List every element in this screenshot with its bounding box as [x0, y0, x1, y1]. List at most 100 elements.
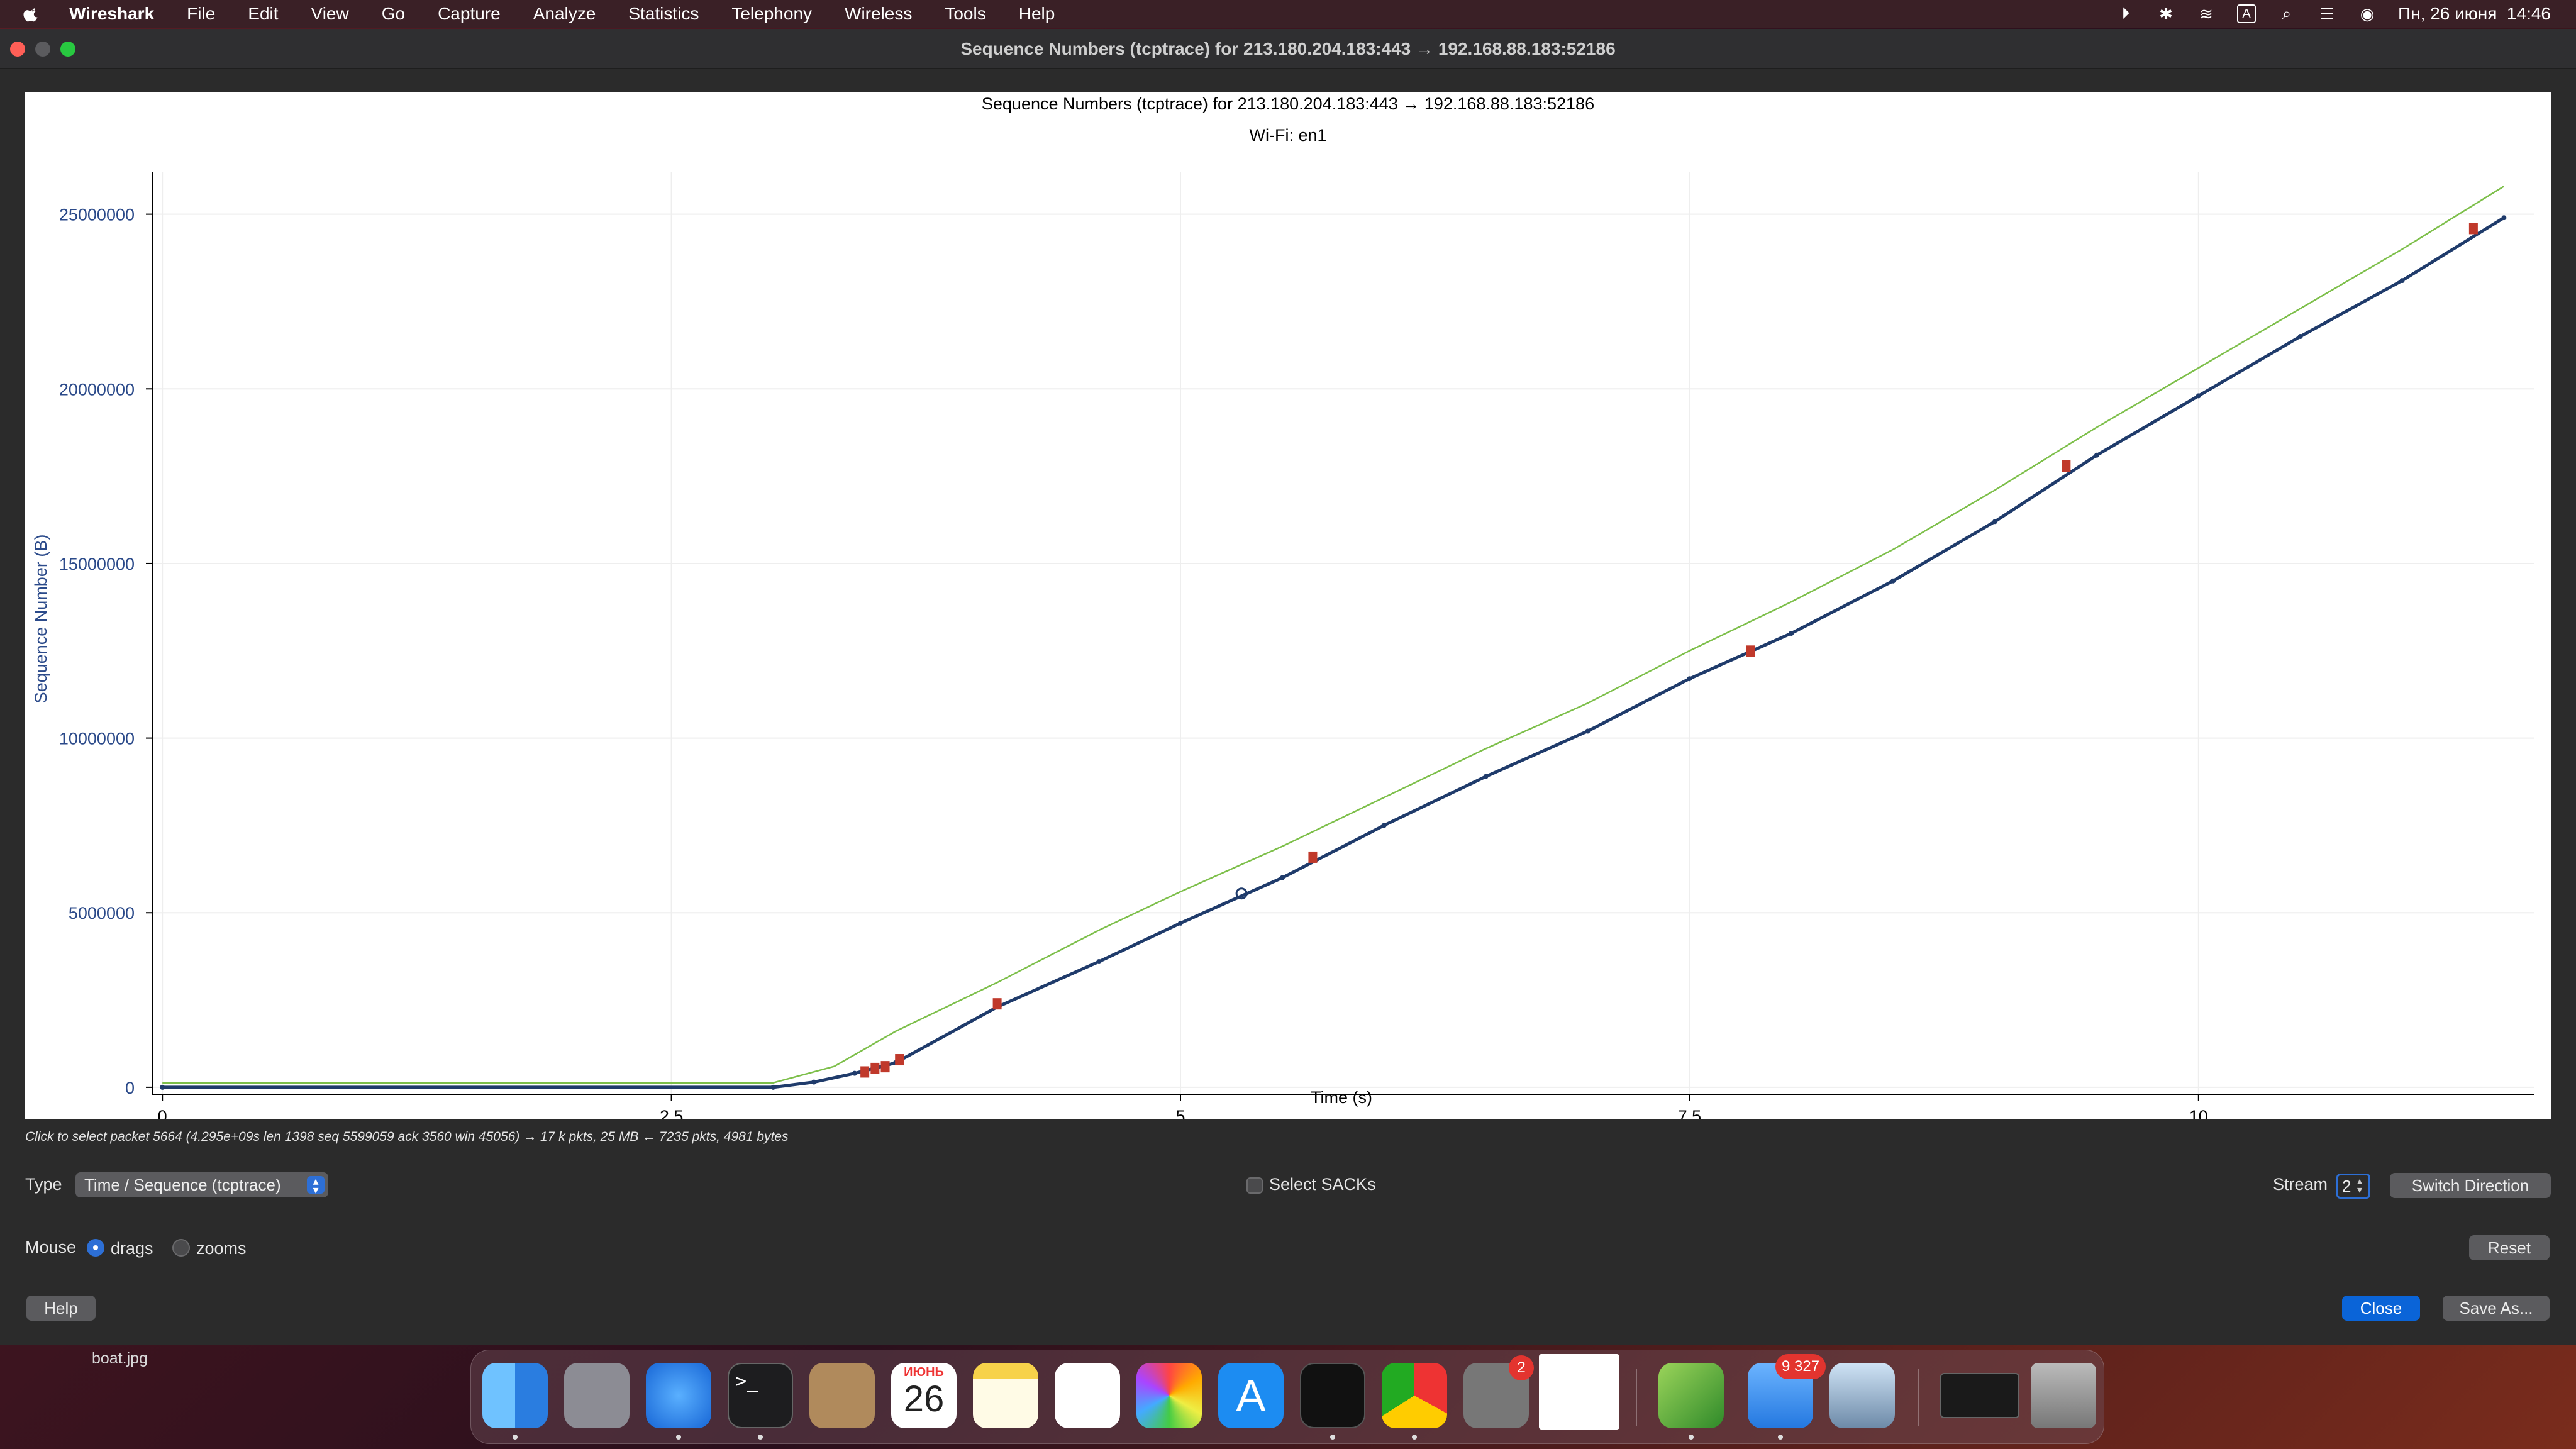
series-layer	[160, 186, 2507, 1090]
finder-icon[interactable]	[482, 1363, 548, 1428]
mail-badge: 9 327	[1775, 1354, 1826, 1379]
retransmission-marker	[870, 1062, 880, 1074]
menu-statistics[interactable]: Statistics	[628, 4, 699, 23]
switch-direction-button[interactable]: Switch Direction	[2390, 1173, 2551, 1198]
sequence-point	[770, 1084, 776, 1090]
desktop-file-label[interactable]: boat.jpg	[92, 1350, 148, 1367]
sequence-graph[interactable]: Sequence Numbers (tcptrace) for 213.180.…	[25, 92, 2551, 1119]
terminal-icon[interactable]: >_	[728, 1363, 793, 1428]
menu-tools[interactable]: Tools	[945, 4, 986, 23]
search-icon[interactable]: ⌕	[2282, 4, 2292, 23]
trash-icon[interactable]	[2031, 1363, 2096, 1428]
menu-go[interactable]: Go	[381, 4, 406, 23]
sequence-point	[1381, 823, 1387, 828]
y-tick-label: 25000000	[59, 206, 135, 225]
x-tick-label: 10	[2189, 1107, 2208, 1119]
y-tick-label: 15000000	[59, 555, 135, 574]
mouse-label: Mouse	[25, 1238, 77, 1257]
menu-analyze[interactable]: Analyze	[533, 4, 596, 23]
wifi-icon[interactable]: ≋	[2199, 4, 2213, 23]
title-bar: Sequence Numbers (tcptrace) for 213.180.…	[0, 29, 2576, 69]
close-window-button[interactable]	[10, 42, 25, 57]
reset-button[interactable]: Reset	[2469, 1235, 2550, 1260]
menu-help[interactable]: Help	[1018, 4, 1055, 23]
stream-spinbox[interactable]: 2	[2336, 1174, 2370, 1199]
menu-app-name[interactable]: Wireshark	[69, 4, 155, 23]
menu-view[interactable]: View	[311, 4, 349, 23]
notes-icon[interactable]	[973, 1363, 1038, 1428]
close-button[interactable]: Close	[2342, 1296, 2420, 1321]
selected-packet-marker	[1235, 887, 1248, 900]
terminal-window-thumbnail[interactable]	[1940, 1373, 2019, 1418]
clock[interactable]: Пн, 26 июня 14:46	[2398, 4, 2551, 23]
wireshark-icon[interactable]	[1658, 1363, 1724, 1428]
preview-icon[interactable]	[1829, 1363, 1895, 1428]
photos-icon[interactable]	[1136, 1363, 1202, 1428]
minimize-window-button[interactable]	[35, 42, 50, 57]
apple-logo-icon[interactable]	[23, 4, 42, 23]
contacts-icon[interactable]	[809, 1363, 875, 1428]
chrome-icon[interactable]	[1382, 1363, 1447, 1428]
help-button[interactable]: Help	[26, 1296, 96, 1321]
y-tick-label: 20000000	[59, 380, 135, 399]
activity-monitor-icon[interactable]	[1300, 1363, 1365, 1428]
sequence-point	[160, 1084, 165, 1090]
retransmission-marker	[2062, 460, 2071, 472]
retransmission-marker	[1308, 851, 1318, 863]
stream-label: Stream	[2273, 1175, 2328, 1194]
spin-arrows-icon[interactable]: ▴ ▾	[2357, 1176, 2363, 1196]
bluetooth-icon[interactable]: ✱	[2159, 4, 2173, 23]
zooms-label: zooms	[196, 1239, 247, 1258]
drags-label: drags	[111, 1239, 153, 1258]
x-axis-label: Time (s)	[1311, 1088, 1372, 1107]
menu-extras: ⏵ ✱ ≋ A ⌕ ☰ ◉ Пн, 26 июня 14:46	[2116, 0, 2551, 28]
menu-file[interactable]: File	[187, 4, 216, 23]
menu-telephony[interactable]: Telephony	[731, 4, 813, 23]
app-store-icon[interactable]: A	[1218, 1363, 1284, 1428]
graph-type-select[interactable]: Time / Sequence (tcptrace) ▴ ▾	[75, 1172, 328, 1197]
x-tick-label: 0	[158, 1107, 167, 1119]
chart-svg[interactable]: Sequence Numbers (tcptrace) for 213.180.…	[25, 92, 2551, 1119]
sequence-point	[2297, 333, 2303, 339]
printer-icon[interactable]	[1539, 1354, 1619, 1430]
tcp-stream-graph-window: Sequence Numbers (tcptrace) for 213.180.…	[0, 29, 2576, 1345]
control-center-icon[interactable]: ☰	[2319, 4, 2334, 23]
save-as-button[interactable]: Save As...	[2443, 1296, 2550, 1321]
sequence-point	[1890, 578, 1896, 584]
grid	[152, 172, 2534, 1094]
menu-wireless[interactable]: Wireless	[845, 4, 913, 23]
siri-icon[interactable]: ◉	[2360, 4, 2375, 23]
keyboard-input-icon[interactable]: A	[2237, 4, 2257, 23]
zoom-window-button[interactable]	[60, 42, 75, 57]
axes: 0 2.5 5 7.5 10 0 5000000 10000000 15000000 200000…	[59, 172, 2534, 1119]
sequence-point	[1096, 958, 1102, 964]
y-tick-label: 10000000	[59, 730, 135, 748]
zooms-radio[interactable]	[172, 1239, 190, 1257]
calendar-day: 26	[903, 1379, 945, 1419]
dock-separator	[1918, 1369, 1919, 1426]
sequence-point	[1789, 631, 1794, 636]
sequence-point	[1585, 728, 1591, 734]
dock: >_ ИЮНЬ 26 A 2 9 327	[470, 1350, 2104, 1444]
chevron-up-down-icon: ▴ ▾	[307, 1175, 325, 1196]
y-tick-label: 5000000	[69, 904, 135, 923]
x-tick-label: 7.5	[1678, 1107, 1702, 1119]
sequence-point	[1992, 519, 1998, 525]
dock-separator	[1636, 1369, 1637, 1426]
sequence-point	[1177, 920, 1183, 926]
select-sacks-checkbox[interactable]	[1246, 1177, 1263, 1194]
play-circle-icon[interactable]: ⏵	[2121, 4, 2130, 23]
menu-edit[interactable]: Edit	[248, 4, 279, 23]
sequence-point	[2501, 215, 2507, 221]
calendar-icon[interactable]: ИЮНЬ 26	[891, 1363, 957, 1428]
launchpad-icon[interactable]	[564, 1363, 630, 1428]
retransmission-marker	[895, 1054, 904, 1066]
chart-subtitle: Wi-Fi: en1	[1249, 126, 1326, 145]
sequence-point	[852, 1070, 857, 1076]
safari-icon[interactable]	[646, 1363, 711, 1428]
reminders-icon[interactable]	[1055, 1363, 1120, 1428]
drags-radio[interactable]	[87, 1239, 104, 1257]
menu-capture[interactable]: Capture	[438, 4, 501, 23]
graph-type-value: Time / Sequence (tcptrace)	[84, 1175, 281, 1194]
menu-bar: Wireshark File Edit View Go Capture Anal…	[0, 0, 2576, 28]
